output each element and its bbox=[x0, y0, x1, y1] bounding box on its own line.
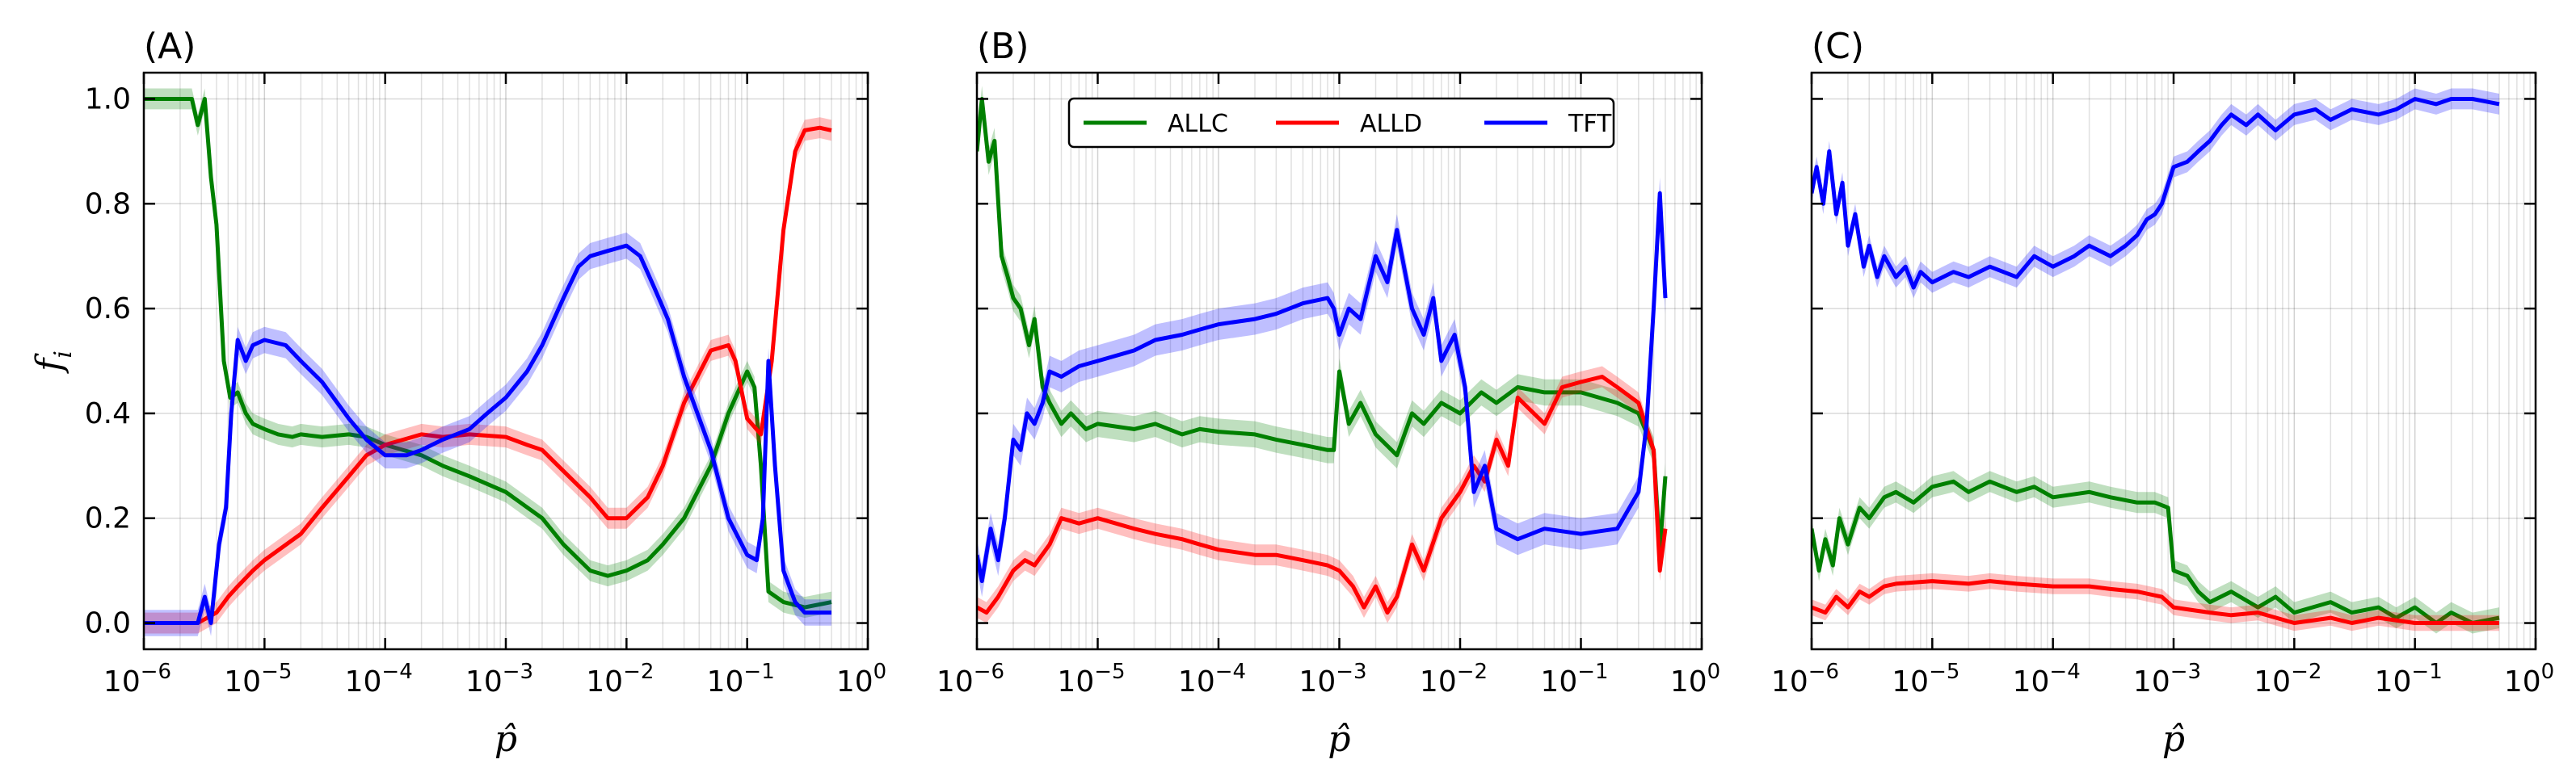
x-tick-label: 10−2 bbox=[1420, 660, 1488, 699]
band-alld bbox=[144, 117, 831, 634]
y-tick-label: 0.4 bbox=[85, 397, 131, 430]
y-tick-label: 0.2 bbox=[85, 502, 131, 535]
x-tick-label: 10−1 bbox=[2375, 660, 2443, 699]
panel-c: 10−6 10−5 10−4 10−3 10−2 10−1 100 (C) p̂ bbox=[1771, 26, 2554, 760]
series-line-alld bbox=[144, 125, 832, 625]
x-tick-label: 10−6 bbox=[103, 660, 171, 699]
panel-label: (A) bbox=[144, 26, 196, 67]
y-tick-label: 1.0 bbox=[85, 82, 131, 115]
x-tick-label: 10−4 bbox=[2013, 660, 2081, 699]
legend-label-alld: ALLD bbox=[1360, 110, 1422, 138]
panel-b: 10−6 10−5 10−4 10−3 10−2 10−1 100 (B) p̂ ALLC ALLD… bbox=[937, 26, 1720, 760]
y-tick-label: 0.0 bbox=[85, 607, 131, 640]
series-line-allc bbox=[977, 97, 1668, 552]
legend-box bbox=[1067, 97, 1615, 149]
band-alld bbox=[977, 366, 1665, 623]
series-line-allc bbox=[1812, 479, 2500, 625]
x-tick-label: 10−5 bbox=[1892, 660, 1959, 699]
grid bbox=[976, 73, 1702, 649]
plot-area bbox=[977, 86, 1668, 623]
x-tick-label: 10−5 bbox=[224, 660, 292, 699]
x-tick-label: 10−1 bbox=[707, 660, 775, 699]
x-tick-label: 10−4 bbox=[345, 660, 413, 699]
x-tick-label: 10−3 bbox=[465, 660, 533, 699]
y-tick-label: 0.8 bbox=[85, 187, 131, 220]
y-tick-label: 0.6 bbox=[85, 292, 131, 325]
series-line-tft bbox=[144, 243, 831, 625]
legend: ALLC ALLD TFT bbox=[1067, 97, 1615, 149]
legend-label-tft: TFT bbox=[1568, 110, 1612, 138]
x-tick-label: 10−6 bbox=[937, 660, 1004, 699]
x-tick-label: 100 bbox=[2504, 660, 2554, 699]
panel-a: 10−6 10−5 10−4 10−3 10−2 10−1 100 0.0 0.2 0.4 0.6 0… bbox=[29, 26, 886, 760]
series-line-allc bbox=[144, 97, 832, 610]
x-tick-label: 10−6 bbox=[1771, 660, 1839, 699]
x-tick-label: 10−3 bbox=[2133, 660, 2201, 699]
x-tick-label: 10−1 bbox=[1540, 660, 1608, 699]
x-tick-label: 100 bbox=[836, 660, 886, 699]
legend-label-allc: ALLC bbox=[1168, 110, 1228, 138]
x-tick-label: 10−3 bbox=[1299, 660, 1366, 699]
x-tick-label: 10−5 bbox=[1057, 660, 1125, 699]
plot-area bbox=[144, 88, 832, 636]
series-line-tft bbox=[1812, 97, 2500, 290]
series-line-alld bbox=[1812, 579, 2499, 625]
x-axis-label: p̂ bbox=[2162, 719, 2185, 760]
y-axis-label: fi bbox=[29, 350, 78, 374]
x-tick-label: 100 bbox=[1670, 660, 1720, 699]
band-tft bbox=[1812, 88, 2499, 299]
panel-label: (C) bbox=[1812, 26, 1864, 67]
band-allc bbox=[1812, 471, 2499, 634]
x-axis-label: p̂ bbox=[1328, 719, 1350, 760]
panel-label: (B) bbox=[977, 26, 1029, 67]
x-tick-label: 10−4 bbox=[1178, 660, 1246, 699]
series-line-tft bbox=[977, 191, 1668, 584]
x-axis-label: p̂ bbox=[495, 719, 517, 760]
x-tick-label: 10−2 bbox=[2254, 660, 2321, 699]
plot-area bbox=[1812, 88, 2500, 634]
series-line-alld bbox=[977, 375, 1668, 615]
x-tick-label: 10−2 bbox=[586, 660, 654, 699]
